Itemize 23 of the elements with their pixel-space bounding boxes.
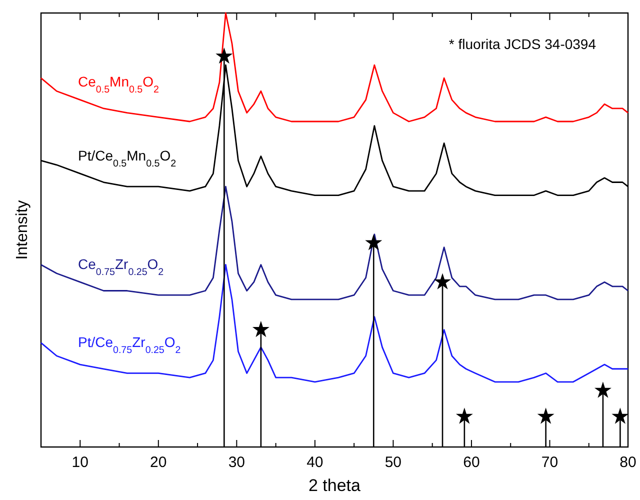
x-tick-label: 30 [228, 454, 246, 471]
point [434, 273, 452, 290]
series-label: Pt/Ce$_{0.5}$Mn$_{0.5}$O$_{2}$ [78, 147, 176, 169]
x-tick-label: 80 [620, 454, 636, 471]
x-tick-label: 50 [384, 454, 402, 471]
x-tick-label: 10 [72, 454, 88, 471]
point [594, 382, 612, 398]
y-axis-title: Intensity [14, 200, 31, 260]
x-tick-label: 70 [541, 454, 558, 471]
annotation: * fluorita JCDS 34-0394 [448, 36, 596, 52]
point [537, 408, 554, 424]
series-label: Ce$_{0.75}$Zr$_{0.25}$O$_{2}$ [78, 256, 164, 278]
point [612, 408, 629, 424]
series-label: Ce$_{0.5}$Mn$_{0.5}$O$_{2}$ [78, 73, 159, 95]
x-tick-label: 60 [463, 454, 480, 471]
series-label: Pt/Ce$_{0.75}$Zr$_{0.25}$O$_{2}$ [78, 334, 181, 356]
x-axis-title: 2 theta [308, 476, 362, 495]
point [456, 408, 473, 424]
point [252, 320, 270, 338]
x-tick-label: 20 [150, 454, 167, 471]
x-tick-label: 40 [306, 454, 324, 471]
point [365, 234, 382, 250]
point [216, 47, 233, 64]
